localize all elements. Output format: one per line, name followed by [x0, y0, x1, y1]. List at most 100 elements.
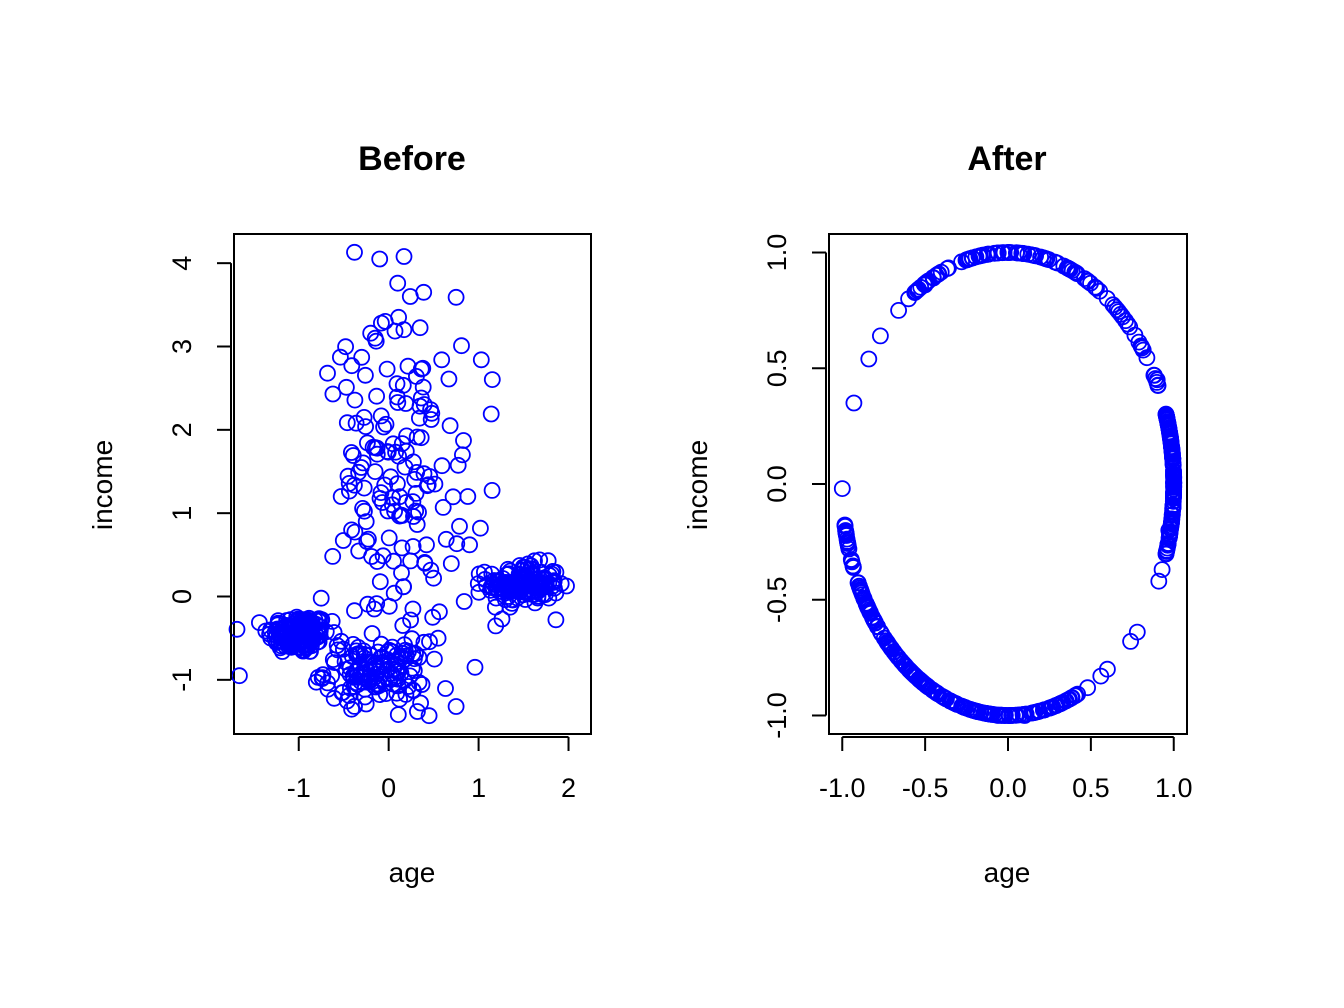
after-x-tick-label: -0.5 — [902, 773, 949, 803]
before-point — [408, 463, 426, 481]
before-point — [347, 642, 365, 660]
before-point — [493, 610, 511, 628]
before-point — [374, 547, 392, 565]
before-point — [282, 638, 300, 656]
after-point — [943, 693, 960, 710]
before-point — [368, 676, 386, 694]
before-point — [415, 283, 433, 301]
after-x-tick-label: 1.0 — [1155, 773, 1193, 803]
before-point — [512, 580, 530, 598]
before-point — [437, 530, 455, 548]
before-point — [356, 366, 374, 384]
before-point — [343, 700, 361, 718]
before-x-tick-label: 0 — [381, 773, 396, 803]
after-plot-frame — [828, 233, 1188, 735]
after-point — [929, 265, 947, 283]
after-point — [1163, 440, 1181, 457]
before-point — [425, 569, 443, 587]
before-point — [334, 640, 352, 658]
after-x-axis: -1.0 -0.5 0.0 0.5 1.0 — [819, 736, 1193, 803]
before-point — [359, 530, 377, 548]
before-point — [319, 364, 336, 382]
before-point — [434, 498, 452, 516]
before-point — [398, 647, 415, 665]
before-point — [324, 385, 342, 403]
before-point — [471, 519, 489, 537]
after-point — [837, 522, 854, 539]
after-point — [989, 707, 1007, 724]
before-point — [355, 646, 373, 663]
after-point — [845, 394, 863, 412]
after-point — [1023, 704, 1040, 722]
after-point — [1079, 679, 1096, 697]
before-point — [372, 314, 390, 332]
after-point — [1162, 433, 1180, 451]
before-x-tick-label: 1 — [471, 773, 486, 803]
after-y-tick-label: 0.0 — [762, 465, 792, 503]
before-point — [339, 467, 357, 485]
after-point — [867, 614, 884, 632]
before-point — [368, 387, 386, 405]
before-point — [387, 443, 405, 461]
before-point — [466, 658, 484, 676]
before-point — [371, 573, 389, 591]
before-point — [250, 614, 268, 631]
before-point — [303, 625, 321, 643]
before-point — [408, 428, 426, 446]
before-point — [376, 476, 394, 494]
before-x-label: age — [389, 857, 436, 888]
after-point — [1066, 687, 1084, 705]
after-point — [1016, 707, 1033, 724]
after-point — [1153, 561, 1171, 578]
before-point — [392, 647, 410, 665]
before-point — [337, 661, 355, 678]
after-point — [1165, 486, 1182, 504]
before-point — [440, 370, 458, 388]
before-point — [536, 569, 553, 587]
before-point — [377, 415, 395, 433]
after-point — [896, 656, 914, 674]
before-point — [414, 378, 432, 396]
before-point — [364, 438, 382, 456]
before-point — [398, 427, 416, 445]
before-point — [228, 620, 246, 638]
after-point — [1088, 279, 1105, 297]
before-point — [362, 324, 380, 342]
after-point — [851, 578, 868, 595]
before-x-axis: -1 0 1 2 — [287, 736, 576, 803]
before-point — [389, 394, 407, 411]
before-point — [371, 686, 389, 703]
after-point — [900, 290, 917, 308]
after-point — [855, 590, 873, 607]
after-point — [1150, 572, 1168, 590]
before-point — [385, 552, 402, 570]
before-point — [346, 391, 364, 409]
after-point — [1160, 521, 1178, 539]
before-point — [346, 698, 363, 715]
before-point — [329, 641, 347, 659]
before-point — [442, 555, 460, 572]
after-y-label: income — [682, 440, 713, 530]
after-point — [1122, 633, 1139, 650]
before-point — [324, 548, 342, 565]
before-point — [422, 411, 440, 428]
before-point — [433, 457, 451, 475]
before-point — [340, 687, 358, 704]
before-point — [269, 616, 287, 634]
after-point — [961, 701, 979, 718]
after-point — [1032, 248, 1049, 266]
before-point — [375, 656, 393, 674]
before-y-tick-label: 3 — [167, 339, 197, 354]
before-point — [338, 414, 356, 432]
before-point — [302, 642, 319, 660]
before-y-tick-label: 2 — [167, 422, 197, 437]
before-point — [531, 551, 549, 569]
after-point — [1019, 245, 1037, 263]
after-points — [833, 244, 1183, 724]
before-point — [412, 694, 430, 712]
before-point — [490, 582, 508, 600]
after-point — [879, 635, 897, 653]
before-point — [483, 481, 501, 499]
before-point — [451, 517, 468, 535]
after-point — [1035, 701, 1053, 719]
